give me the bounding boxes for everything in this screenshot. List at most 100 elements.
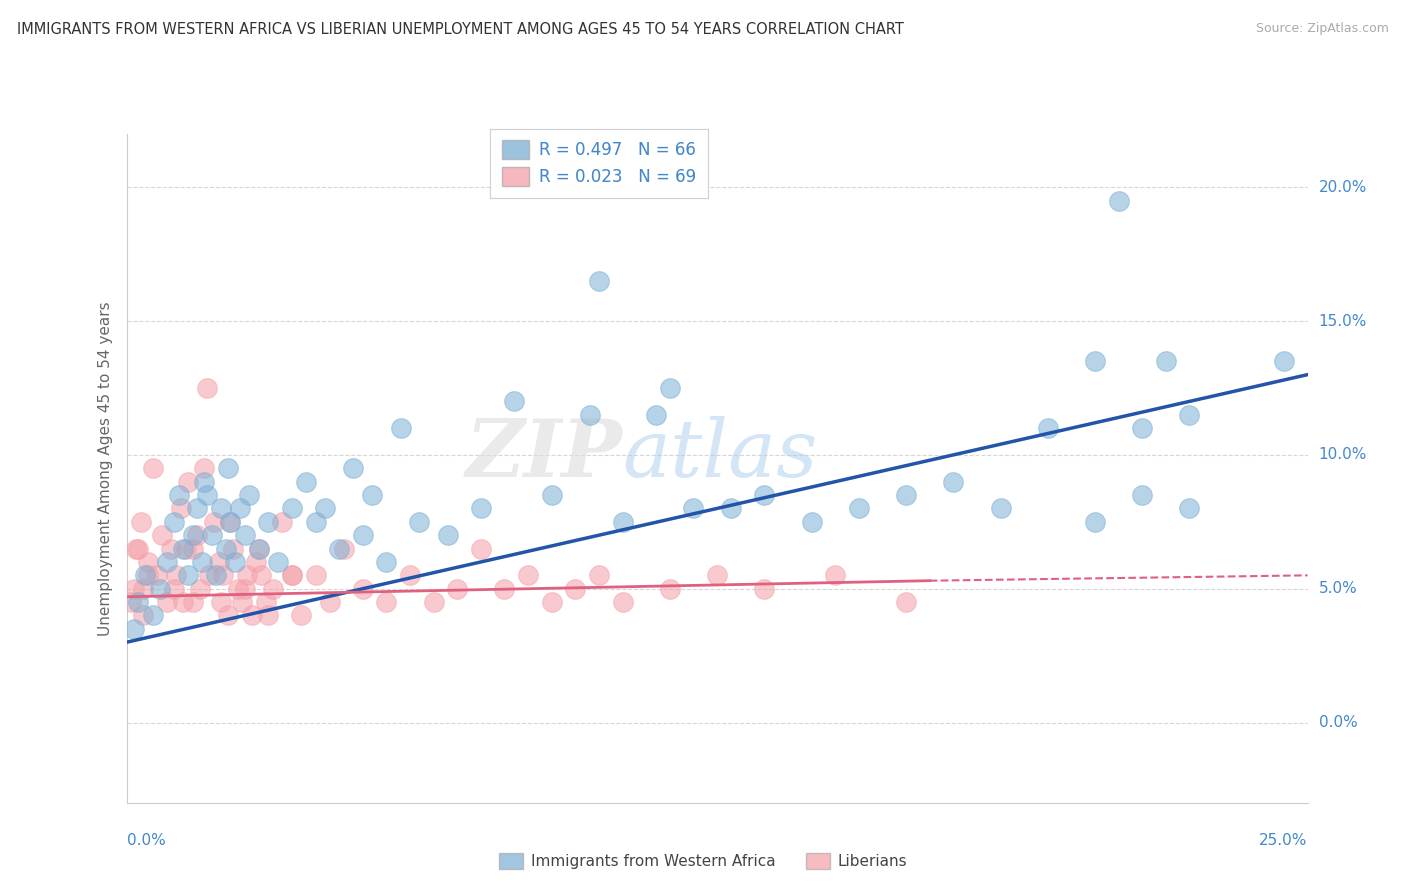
Point: [177, 568, 200, 582]
Point: [1130, 488, 1153, 502]
Point: [233, 528, 256, 542]
Point: [754, 582, 776, 596]
Point: [281, 501, 304, 516]
Point: [127, 595, 149, 609]
Point: [172, 541, 194, 556]
Point: [1272, 354, 1295, 368]
Point: [342, 461, 364, 475]
Text: IMMIGRANTS FROM WESTERN AFRICA VS LIBERIAN UNEMPLOYMENT AMONG AGES 45 TO 54 YEAR: IMMIGRANTS FROM WESTERN AFRICA VS LIBERI…: [17, 22, 904, 37]
Point: [281, 568, 304, 582]
Point: [304, 568, 326, 582]
Point: [800, 515, 823, 529]
Point: [202, 515, 225, 529]
Point: [706, 568, 728, 582]
Point: [333, 541, 356, 556]
Point: [250, 568, 273, 582]
Point: [588, 568, 610, 582]
Point: [170, 501, 193, 516]
Y-axis label: Unemployment Among Ages 45 to 54 years: Unemployment Among Ages 45 to 54 years: [97, 301, 112, 636]
Point: [141, 461, 163, 475]
Point: [361, 488, 384, 502]
Point: [824, 568, 846, 582]
Point: [588, 274, 610, 288]
Point: [422, 595, 444, 609]
Text: atlas: atlas: [623, 417, 818, 493]
Point: [226, 582, 249, 596]
Point: [122, 622, 145, 636]
Point: [262, 582, 284, 596]
Point: [446, 582, 468, 596]
Point: [186, 501, 208, 516]
Point: [236, 568, 259, 582]
Point: [281, 568, 304, 582]
Point: [1036, 421, 1059, 435]
Point: [191, 555, 214, 569]
Point: [167, 488, 190, 502]
Point: [1084, 515, 1107, 529]
Point: [754, 488, 776, 502]
Point: [224, 555, 246, 569]
Text: 5.0%: 5.0%: [1319, 582, 1357, 596]
Point: [195, 381, 218, 395]
Point: [375, 555, 398, 569]
Point: [172, 595, 194, 609]
Point: [188, 582, 211, 596]
Point: [612, 515, 634, 529]
Point: [240, 608, 263, 623]
Point: [231, 595, 253, 609]
Point: [165, 568, 187, 582]
Point: [219, 515, 242, 529]
Point: [198, 568, 221, 582]
Point: [720, 501, 742, 516]
Point: [990, 501, 1012, 516]
Point: [219, 515, 242, 529]
Point: [129, 515, 152, 529]
Point: [134, 568, 156, 582]
Text: 0.0%: 0.0%: [127, 833, 166, 848]
Point: [127, 541, 149, 556]
Point: [408, 515, 430, 529]
Point: [136, 555, 159, 569]
Point: [125, 541, 148, 556]
Point: [658, 381, 681, 395]
Point: [494, 582, 516, 596]
Point: [215, 541, 238, 556]
Point: [1178, 408, 1201, 422]
Point: [314, 501, 336, 516]
Text: Source: ZipAtlas.com: Source: ZipAtlas.com: [1256, 22, 1389, 36]
Point: [233, 582, 256, 596]
Point: [328, 541, 350, 556]
Point: [156, 555, 179, 569]
Text: 0.0%: 0.0%: [1319, 715, 1357, 730]
Point: [894, 595, 917, 609]
Point: [540, 595, 562, 609]
Point: [894, 488, 917, 502]
Point: [141, 608, 163, 623]
Point: [942, 475, 965, 489]
Point: [136, 568, 159, 582]
Point: [1178, 501, 1201, 516]
Point: [163, 515, 186, 529]
Point: [470, 501, 492, 516]
Point: [132, 608, 155, 623]
Legend: Immigrants from Western Africa, Liberians: Immigrants from Western Africa, Liberian…: [492, 847, 914, 875]
Point: [195, 488, 218, 502]
Point: [181, 528, 204, 542]
Point: [217, 608, 239, 623]
Point: [208, 555, 231, 569]
Point: [245, 555, 267, 569]
Point: [209, 501, 232, 516]
Point: [578, 408, 600, 422]
Point: [200, 528, 222, 542]
Text: 15.0%: 15.0%: [1319, 314, 1367, 328]
Text: ZIP: ZIP: [465, 417, 623, 493]
Point: [163, 582, 186, 596]
Point: [120, 595, 142, 609]
Point: [149, 582, 172, 596]
Point: [174, 541, 197, 556]
Point: [267, 555, 290, 569]
Text: 25.0%: 25.0%: [1260, 833, 1308, 848]
Point: [150, 528, 173, 542]
Point: [254, 595, 277, 609]
Point: [644, 408, 666, 422]
